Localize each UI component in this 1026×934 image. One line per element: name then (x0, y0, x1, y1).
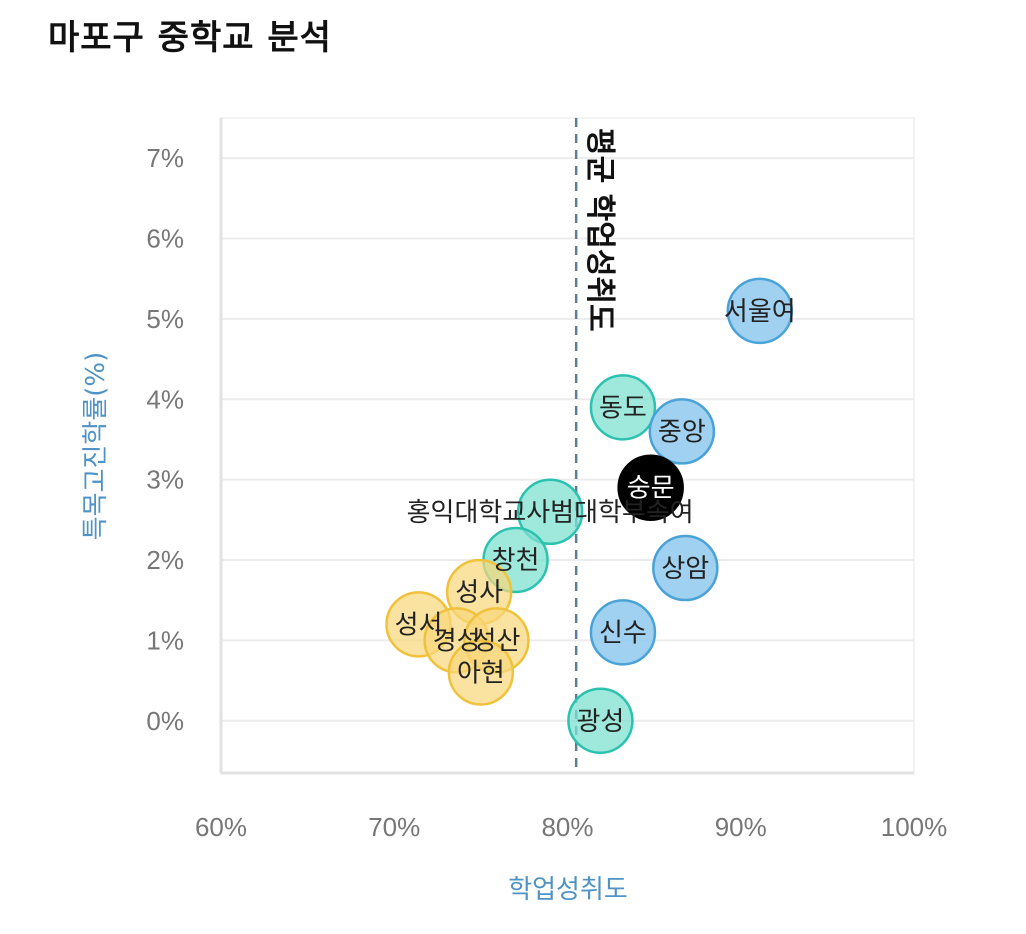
y-tick-label: 6% (146, 224, 184, 254)
x-tick-label: 100% (881, 812, 948, 842)
bubble-label: 숭문 (627, 474, 675, 504)
y-tick-label: 5% (146, 304, 184, 334)
bubble-label: 광성 (576, 707, 624, 737)
bubble-label: 신수 (599, 618, 647, 648)
bubble-point[interactable] (516, 478, 584, 546)
reference-line-group: 평균 학업성취도 (574, 118, 617, 773)
bubble-point[interactable] (589, 599, 657, 666)
y-tick-label: 7% (146, 143, 184, 173)
x-axis-label: 학업성취도 (508, 875, 628, 905)
y-axis-label: 특목고진학률(%) (81, 352, 111, 541)
x-tick-label: 90% (715, 812, 767, 842)
bubble-label: 성서 (395, 610, 443, 640)
y-tick-label: 3% (146, 465, 184, 495)
bubble-label: 창천 (492, 546, 540, 576)
bubble-label: 상암 (661, 554, 709, 584)
bubble-label: 중앙 (658, 417, 706, 447)
bubble-label: 성사 (455, 578, 503, 608)
gridlines (221, 157, 914, 722)
bubble-point[interactable] (567, 687, 634, 755)
bubble-label: 경성 (433, 626, 481, 656)
bubble-label: 홍익대학교사범대학부속여 (407, 498, 694, 528)
bubble-point[interactable] (648, 398, 716, 465)
bubble-point[interactable] (652, 534, 719, 602)
bubble-label: 동도 (599, 393, 647, 423)
bubble-point[interactable] (617, 454, 684, 521)
bubble-label: 서울여 (724, 297, 796, 327)
y-tick-label: 0% (146, 706, 184, 736)
bubble-label: 아현 (457, 659, 505, 689)
bubble-point[interactable] (726, 277, 794, 345)
y-tick-label: 2% (146, 545, 184, 575)
bubble-point[interactable] (589, 374, 657, 441)
bubble-point[interactable] (447, 639, 515, 706)
plot-area (220, 117, 915, 774)
x-tick-labels: 60% 70% 80% 90% 100% (195, 812, 947, 842)
reference-line-label: 평균 학업성취도 (582, 128, 617, 332)
y-tick-labels: 0% 1% 2% 3% 4% 5% 6% 7% (146, 143, 184, 736)
bubble-label: 성산 (473, 626, 521, 656)
page-title: 마포구 중학교 분석 (48, 18, 332, 58)
x-tick-label: 80% (541, 812, 593, 842)
x-tick-label: 70% (368, 812, 420, 842)
x-tick-label: 60% (195, 812, 247, 842)
y-tick-label: 4% (146, 384, 184, 414)
y-tick-label: 1% (146, 625, 184, 655)
